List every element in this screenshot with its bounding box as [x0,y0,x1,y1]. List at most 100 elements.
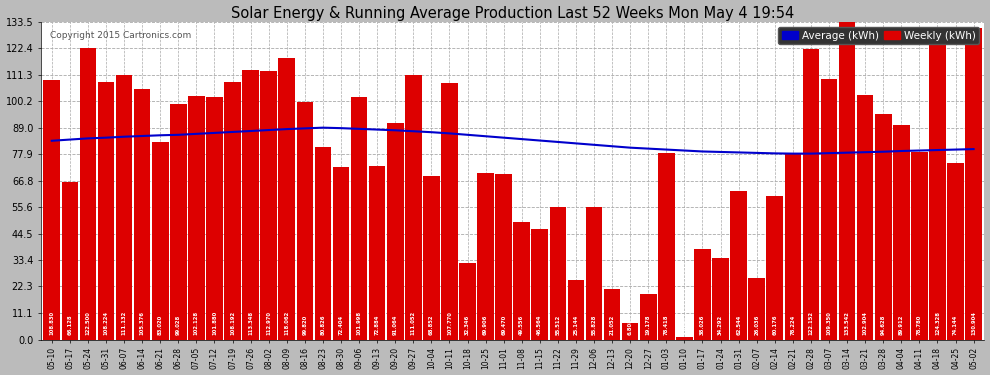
Bar [731,190,746,339]
Text: 78.780: 78.780 [917,314,922,335]
Text: 1.030: 1.030 [682,318,687,335]
Bar [243,70,259,339]
Text: 21.052: 21.052 [610,315,615,335]
Bar [98,82,114,339]
Bar [532,229,548,339]
Bar [405,75,422,339]
Text: 72.884: 72.884 [374,314,379,335]
Text: 26.036: 26.036 [754,314,759,335]
Bar [893,126,910,339]
Text: 101.880: 101.880 [212,310,217,335]
Bar [549,207,566,339]
Text: 133.542: 133.542 [844,311,849,335]
Bar [423,176,440,339]
Text: 46.564: 46.564 [538,314,543,335]
Bar [856,94,873,339]
Text: 99.820: 99.820 [302,315,307,335]
Bar [44,81,60,339]
Text: 108.830: 108.830 [50,310,54,335]
Bar [586,207,602,339]
Text: 112.970: 112.970 [266,311,271,335]
Text: 102.128: 102.128 [194,310,199,335]
Text: 19.178: 19.178 [645,314,650,335]
Text: 122.152: 122.152 [809,311,814,335]
Bar [116,75,133,339]
Text: 130.904: 130.904 [971,311,976,335]
Bar [61,182,78,339]
Text: 101.998: 101.998 [356,310,361,335]
Bar [369,166,385,339]
Bar [224,82,241,339]
Bar [839,22,855,339]
Bar [477,173,494,339]
Bar [387,123,404,339]
Bar [947,163,964,339]
Bar [965,28,982,339]
Text: 78.224: 78.224 [790,315,795,335]
Bar [151,142,168,339]
Text: 78.418: 78.418 [664,314,669,335]
Text: 49.556: 49.556 [519,315,525,335]
Text: 69.470: 69.470 [501,315,506,335]
Bar [911,152,928,339]
Bar [766,196,783,339]
Bar [658,153,674,339]
Text: 122.500: 122.500 [85,311,90,335]
Text: 109.350: 109.350 [827,311,832,335]
Bar [567,280,584,339]
Bar [350,97,367,339]
Bar [315,147,332,339]
Bar [640,294,656,339]
Bar [297,102,313,339]
Text: 107.770: 107.770 [446,311,451,335]
Bar [278,58,295,339]
Text: 69.906: 69.906 [483,314,488,335]
Text: 6.808: 6.808 [628,318,633,335]
Legend: Average (kWh), Weekly (kWh): Average (kWh), Weekly (kWh) [778,27,979,44]
Text: 38.026: 38.026 [700,314,705,335]
Bar [930,44,945,339]
Bar [514,222,530,339]
Bar [821,79,838,339]
Bar [170,104,187,339]
Text: 89.912: 89.912 [899,314,904,335]
Bar [784,153,801,339]
Text: 91.064: 91.064 [393,314,398,335]
Text: 74.144: 74.144 [953,315,958,335]
Text: 25.144: 25.144 [573,315,578,335]
Text: 124.328: 124.328 [935,311,940,335]
Bar [694,249,711,339]
Text: 80.826: 80.826 [321,314,326,335]
Bar [333,167,349,339]
Text: 99.028: 99.028 [176,315,181,335]
Text: 68.852: 68.852 [429,314,434,335]
Text: 94.628: 94.628 [881,314,886,335]
Text: 118.062: 118.062 [284,310,289,335]
Bar [442,83,457,339]
Text: 108.224: 108.224 [104,311,109,335]
Bar [803,49,820,339]
Text: 55.512: 55.512 [555,315,560,335]
Text: 66.128: 66.128 [67,314,72,335]
Text: Copyright 2015 Cartronics.com: Copyright 2015 Cartronics.com [50,31,192,40]
Text: 113.348: 113.348 [248,310,253,335]
Bar [712,258,729,339]
Text: 34.292: 34.292 [718,315,723,335]
Bar [495,174,512,339]
Bar [459,262,476,339]
Text: 55.828: 55.828 [592,314,597,335]
Text: 105.376: 105.376 [140,311,145,335]
Text: 102.904: 102.904 [862,311,867,335]
Bar [748,278,765,339]
Text: 60.176: 60.176 [772,314,777,335]
Text: 72.404: 72.404 [339,315,344,335]
Bar [622,323,639,339]
Text: 111.052: 111.052 [411,310,416,335]
Bar [206,97,223,339]
Bar [260,70,277,339]
Bar [188,96,205,339]
Bar [134,88,150,339]
Bar [875,114,892,339]
Title: Solar Energy & Running Average Production Last 52 Weeks Mon May 4 19:54: Solar Energy & Running Average Productio… [231,6,794,21]
Text: 111.132: 111.132 [122,310,127,335]
